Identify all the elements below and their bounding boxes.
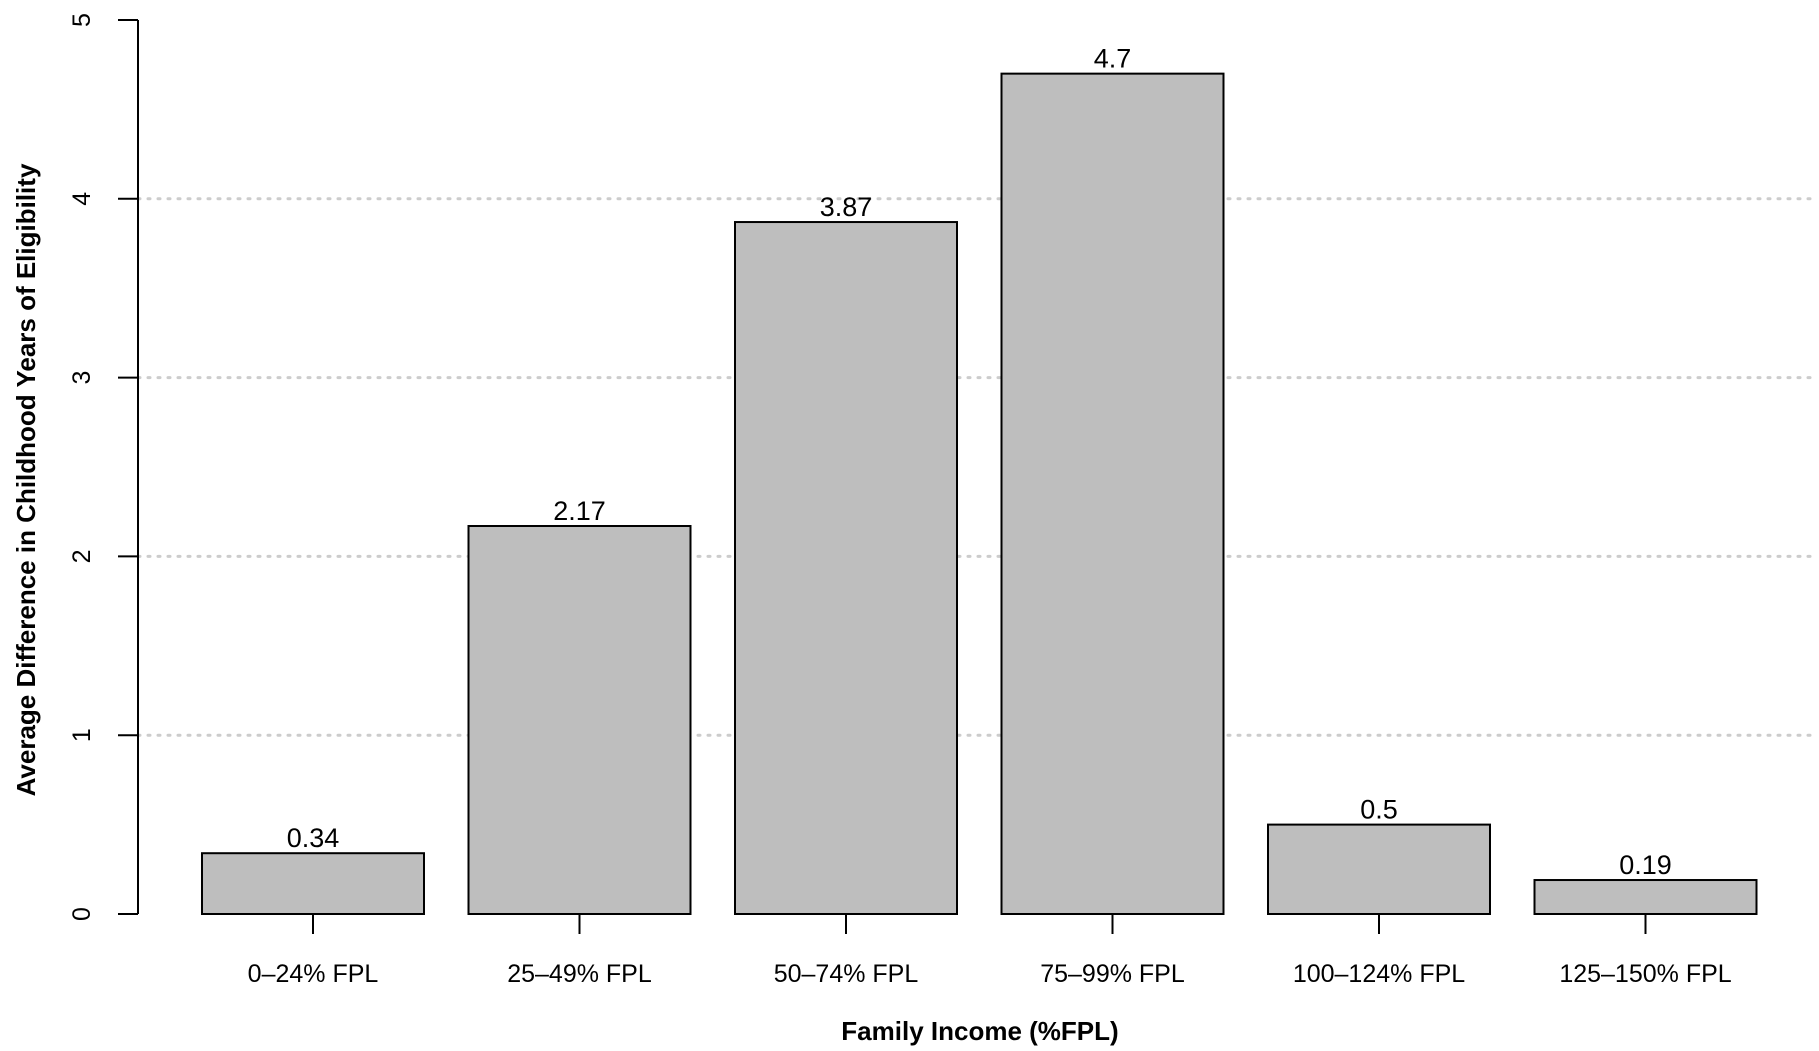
bar	[1533, 879, 1758, 916]
bar	[1267, 823, 1491, 915]
bar	[201, 852, 425, 916]
y-axis-title: Average Difference in Childhood Years of…	[11, 163, 41, 796]
bar	[1000, 72, 1225, 915]
x-tick-label: 100–124% FPL	[1293, 960, 1465, 988]
y-tick-label: 2	[68, 549, 96, 563]
bar	[734, 221, 958, 915]
x-tick-label: 0–24% FPL	[248, 960, 379, 988]
y-tick-label: 1	[68, 728, 96, 742]
bar-value-label: 4.7	[1094, 44, 1132, 74]
bar-value-label: 0.19	[1619, 850, 1672, 880]
y-tick-label: 5	[68, 13, 96, 27]
bar-value-label: 0.34	[287, 823, 340, 853]
bars	[201, 72, 1758, 916]
x-axis: 0–24% FPL 25–49% FPL 50–74% FPL 75–99% FPL 1…	[248, 914, 1732, 988]
x-tick-label: 125–150% FPL	[1559, 960, 1731, 988]
bar-value-label: 0.5	[1360, 795, 1398, 825]
bar-value-label: 2.17	[553, 496, 606, 526]
x-axis-title: Family Income (%FPL)	[841, 1016, 1118, 1046]
y-tick-label: 3	[68, 371, 96, 385]
x-tick-label: 25–49% FPL	[507, 960, 652, 988]
y-axis: 0 1 2 3 4 5	[68, 13, 139, 921]
x-tick-label: 50–74% FPL	[774, 960, 919, 988]
y-tick-label: 0	[68, 907, 96, 921]
data-labels: 0.34 2.17 3.87 4.7 0.5 0.19	[287, 44, 1672, 880]
gridlines	[136, 197, 1819, 737]
bar	[467, 525, 692, 916]
y-tick-label: 4	[68, 192, 96, 206]
x-tick-label: 75–99% FPL	[1040, 960, 1185, 988]
bar-value-label: 3.87	[820, 192, 873, 222]
